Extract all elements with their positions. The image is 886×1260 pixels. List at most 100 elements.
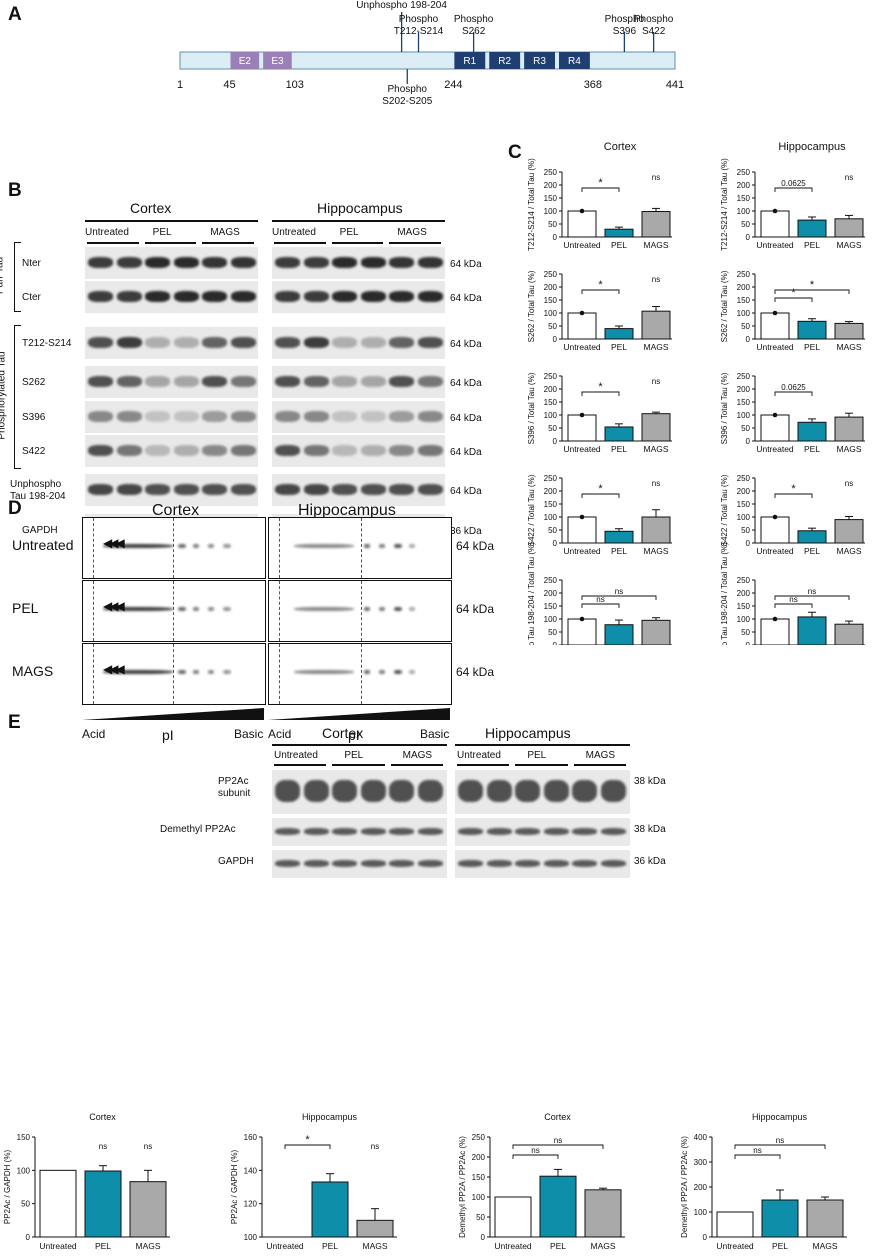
band-6-0-4: [202, 484, 227, 495]
band-6-1-5: [417, 484, 443, 495]
domain-label-e2: E2: [239, 56, 252, 67]
band-5-1-5: [417, 445, 443, 456]
bar-chart-6: 0 50 100 150 200 250 S422 / Total Tau (%) Untre…: [527, 474, 672, 556]
axis-basic-0: Basic: [234, 727, 264, 741]
e-ytick-label-2-4: 200: [472, 1153, 486, 1162]
ytick-label-6-2: 100: [544, 513, 558, 522]
ytick-label-3-3: 150: [737, 296, 751, 305]
e-region-underline-0: [272, 744, 447, 746]
ytick-label-1-0: 0: [746, 233, 751, 242]
region-title-hippocampus: Hippocampus: [317, 200, 403, 216]
blot-strip-2-1: [272, 327, 445, 359]
point-1-0: [772, 208, 778, 214]
xtick-label-1-2: MAGS: [836, 240, 861, 250]
band-3-0-4: [202, 376, 227, 387]
ns-label-2-2: ns: [652, 275, 660, 284]
e-sig-label-2-1: ns: [554, 1136, 562, 1145]
e-band-2-0-0: [275, 860, 300, 867]
sig-label-9-0: ns: [789, 595, 797, 604]
xtick-label-1-0: Untreated: [756, 240, 794, 250]
band-4-0-5: [230, 411, 256, 422]
sig-bracket-2-0: [581, 289, 620, 294]
group-underline-1-1: [331, 242, 384, 244]
gel-box-1-0: ◀◀◀: [82, 580, 266, 642]
gel-spot-1-1-4: [409, 607, 415, 611]
band-2-1-5: [417, 337, 443, 348]
e-sig-bracket-1-0: [284, 1144, 331, 1149]
e-ytick-label-2-3: 150: [472, 1173, 486, 1182]
band-6-1-3: [360, 484, 386, 495]
bar-1-2: [834, 218, 864, 238]
ytick-label-6-1: 50: [548, 526, 557, 535]
bar-2-2: [641, 310, 671, 340]
e-ytick-label-0-1: 50: [21, 1200, 30, 1209]
gel-dashline-b-0-1: [361, 518, 362, 578]
bar-3-1: [797, 320, 827, 340]
e-band-2-1-4: [572, 860, 597, 867]
y-axis-label-9: Unphospho Tau 198-204 / Total Tau (%): [720, 542, 729, 645]
band-2-0-4: [202, 337, 227, 348]
gel-spot-1-0-1: [178, 607, 186, 611]
gel-spot-1-1-3: [394, 607, 402, 611]
bar-0-2: [641, 211, 671, 238]
e-band-1-1-3: [543, 828, 569, 835]
band-1-0-5: [230, 291, 256, 302]
ytick-label-3-4: 200: [737, 283, 751, 292]
bar-0-1: [604, 228, 634, 238]
bar-8-2: [641, 619, 671, 645]
band-2-1-0: [275, 337, 300, 348]
e-group-underline-1-2: [573, 764, 626, 766]
blot-strip-3-0: [85, 366, 258, 398]
group-label-untreated: Untreated: [85, 227, 129, 238]
ytick-label-8-4: 200: [544, 589, 558, 598]
band-3-0-1: [116, 376, 142, 387]
ytick-label-9-1: 50: [741, 628, 750, 637]
ytick-label-0-4: 200: [544, 181, 558, 190]
domain-r3: [524, 52, 555, 69]
e-group-label-1-2: MAGS: [585, 750, 616, 761]
e-xtick-3-2: MAGS: [812, 1241, 837, 1251]
e-band-0-0-1: [303, 780, 329, 802]
ytick-label-7-1: 50: [741, 526, 750, 535]
e-group-label-0-2: MAGS: [402, 750, 433, 761]
ph-gradient-1: [268, 708, 450, 720]
e-band-0-0-4: [389, 780, 414, 802]
e-ytick-label-0-0: 0: [26, 1233, 31, 1242]
row-label-7-0: GAPDH: [22, 525, 58, 536]
band-3-1-4: [389, 376, 414, 387]
ns-label-7-2: ns: [845, 479, 853, 488]
bar-7-1: [797, 530, 827, 544]
e-band-2-0-1: [303, 860, 329, 867]
e-group-underline-0-2: [390, 764, 443, 766]
band-4-0-3: [173, 411, 199, 422]
band-0-0-4: [202, 257, 227, 268]
sig-bracket-3-0: [774, 297, 813, 302]
ytick-label-9-2: 100: [737, 615, 751, 624]
xtick-label-3-2: MAGS: [836, 342, 861, 352]
axis-basic-1: Basic: [420, 727, 450, 741]
band-0-1-4: [389, 257, 414, 268]
gel-spot-1-0-3: [208, 607, 214, 611]
band-1-0-2: [145, 291, 170, 302]
e-band-1-0-2: [332, 828, 357, 835]
site-label-2-0: Phospho: [454, 14, 494, 25]
ytick-label-6-4: 200: [544, 487, 558, 496]
ytick-label-5-0: 0: [746, 437, 751, 446]
xtick-label-2-0: Untreated: [563, 342, 601, 352]
gel-spot-0-0-0: [103, 544, 173, 548]
e-bar-0-0: [39, 1169, 77, 1238]
y-axis-label-7: S422 / Total Tau (%): [720, 474, 729, 546]
e-band-0-1-0: [458, 780, 483, 802]
band-2-0-2: [145, 337, 170, 348]
y-axis-label-3: S262 / Total Tau (%): [720, 270, 729, 342]
panel-letter-c: C: [508, 142, 522, 163]
e-sig-label-3-1: ns: [776, 1136, 784, 1145]
bar-1-0: [760, 210, 790, 238]
domain-r2: [489, 52, 521, 69]
e-ytick-label-2-1: 50: [476, 1213, 485, 1222]
e-ytick-label-1-2: 140: [244, 1166, 258, 1175]
point-6-0: [579, 514, 585, 520]
e-band-0-0-5: [417, 780, 443, 802]
band-3-0-2: [145, 376, 170, 387]
band-2-0-3: [173, 337, 199, 348]
